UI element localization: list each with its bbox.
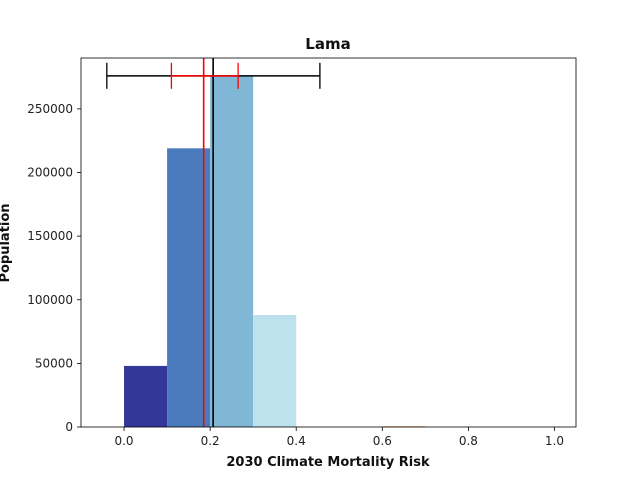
x-tick-label: 0.0 [114, 434, 133, 448]
x-axis-ticks: 0.0 0.2 0.4 0.6 0.8 1.0 [114, 427, 564, 448]
y-tick-label: 100000 [27, 293, 73, 307]
y-tick-label: 250000 [27, 102, 73, 116]
x-axis-label: 2030 Climate Mortality Risk [226, 455, 430, 470]
x-tick-label: 0.8 [459, 434, 478, 448]
x-tick-label: 0.6 [373, 434, 392, 448]
x-tick-label: 1.0 [545, 434, 564, 448]
x-tick-label: 0.2 [201, 434, 220, 448]
y-tick-label: 200000 [27, 166, 73, 180]
chart-title: Lama [305, 35, 350, 53]
histogram-bar-2 [210, 75, 254, 428]
error-bars-group [106, 62, 321, 89]
y-tick-label: 50000 [35, 356, 73, 370]
x-tick-label: 0.4 [287, 434, 306, 448]
reference-lines-group [202, 58, 214, 427]
y-axis-ticks: 0 50000 100000 150000 200000 250000 [27, 102, 81, 434]
y-axis-label: Population [0, 203, 13, 282]
histogram-bar-3 [253, 315, 297, 427]
bars-group [124, 75, 426, 428]
y-tick-label: 0 [65, 420, 73, 434]
y-tick-label: 150000 [27, 229, 73, 243]
error-bar-1 [170, 62, 239, 89]
histogram-bar-0 [124, 365, 168, 427]
plot-frame [80, 57, 577, 428]
